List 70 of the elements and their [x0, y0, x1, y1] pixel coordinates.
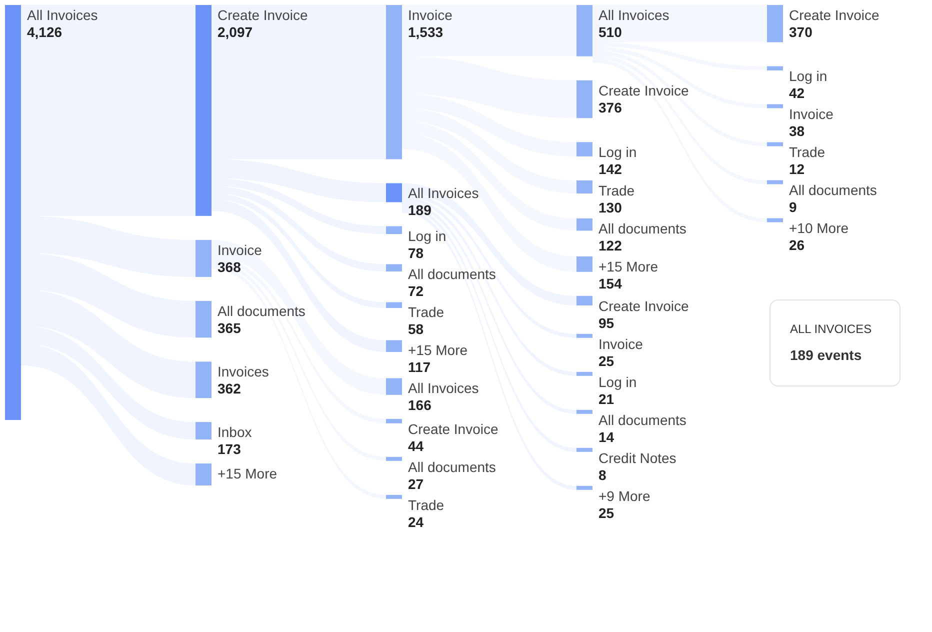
data-label: 376 — [598, 99, 622, 116]
category-label: All Invoices — [27, 7, 98, 23]
category-label: Create Invoice — [789, 7, 880, 23]
category-label: All documents — [789, 182, 877, 198]
category-label: All documents — [408, 266, 496, 282]
category-label: All Invoices — [408, 185, 479, 202]
category-label: Invoice — [598, 336, 644, 352]
category-label: Log in — [789, 68, 828, 84]
category-label: Log in — [598, 374, 637, 390]
data-label: 142 — [598, 161, 622, 178]
category-label: Inbox — [218, 424, 252, 440]
category-label: Trade — [408, 496, 444, 513]
data-label: 117 — [408, 359, 431, 376]
category-label: Log in — [408, 228, 446, 244]
category-label: Invoice — [408, 7, 453, 23]
category-label: Invoice — [218, 242, 262, 258]
category-label: +9 More — [598, 488, 650, 504]
data-label: 78 — [408, 245, 424, 262]
category-label: +15 More — [598, 258, 658, 274]
data-label: 189 — [408, 202, 432, 218]
data-label: 9 — [789, 199, 797, 216]
data-label: 166 — [408, 397, 432, 414]
data-label: 25 — [598, 352, 614, 369]
data-label: 24 — [408, 514, 424, 530]
data-label: 362 — [218, 380, 242, 397]
data-label: 510 — [598, 24, 622, 40]
data-label: 58 — [408, 321, 424, 338]
category-label: Invoices — [218, 364, 269, 380]
category-label: Log in — [598, 144, 637, 160]
category-label: All Invoices — [598, 7, 670, 23]
category-label: All documents — [598, 220, 686, 236]
category-label: +15 More — [218, 465, 278, 482]
category-label: All documents — [408, 458, 496, 475]
category-label: Create Invoice — [598, 82, 689, 98]
category-label: Credit Notes — [598, 450, 676, 466]
category-label: +15 More — [408, 342, 468, 358]
data-label: 26 — [789, 237, 805, 254]
data-label: 72 — [408, 283, 424, 300]
category-label: Invoice — [789, 106, 834, 122]
category-label: Create Invoice — [408, 420, 498, 437]
tooltip-card: ALL INVOICES 189 events — [770, 300, 900, 386]
data-label: 365 — [218, 320, 242, 336]
data-label: 44 — [408, 438, 424, 454]
data-label: 42 — [789, 85, 805, 102]
data-label: 95 — [598, 314, 614, 331]
data-label: 1,533 — [408, 24, 444, 40]
category-label: Create Invoice — [598, 298, 689, 314]
data-label: 130 — [598, 199, 622, 216]
data-label: 27 — [408, 476, 424, 492]
category-label: All documents — [598, 412, 686, 428]
data-label: 368 — [218, 258, 242, 275]
data-label: 2,097 — [218, 24, 253, 40]
data-label: 4,126 — [27, 24, 62, 40]
data-label: 38 — [789, 123, 805, 140]
data-label: 122 — [598, 237, 622, 254]
data-label: 173 — [218, 441, 242, 458]
category-label: Trade — [598, 182, 635, 198]
data-label: 370 — [789, 24, 813, 40]
data-label: 154 — [598, 275, 622, 292]
category-label: Trade — [789, 144, 826, 160]
category-label: Trade — [408, 304, 444, 320]
data-label: 8 — [598, 466, 606, 483]
data-label: 25 — [598, 504, 614, 521]
data-label: 12 — [789, 161, 805, 178]
data-label: 14 — [598, 428, 614, 445]
category-label: +10 More — [789, 220, 849, 236]
category-label: Create Invoice — [218, 7, 308, 23]
category-label: All documents — [218, 302, 306, 319]
data-label: 21 — [598, 390, 614, 407]
category-label: All Invoices — [408, 380, 479, 396]
